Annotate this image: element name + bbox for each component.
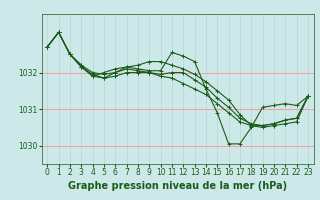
X-axis label: Graphe pression niveau de la mer (hPa): Graphe pression niveau de la mer (hPa) [68, 181, 287, 191]
